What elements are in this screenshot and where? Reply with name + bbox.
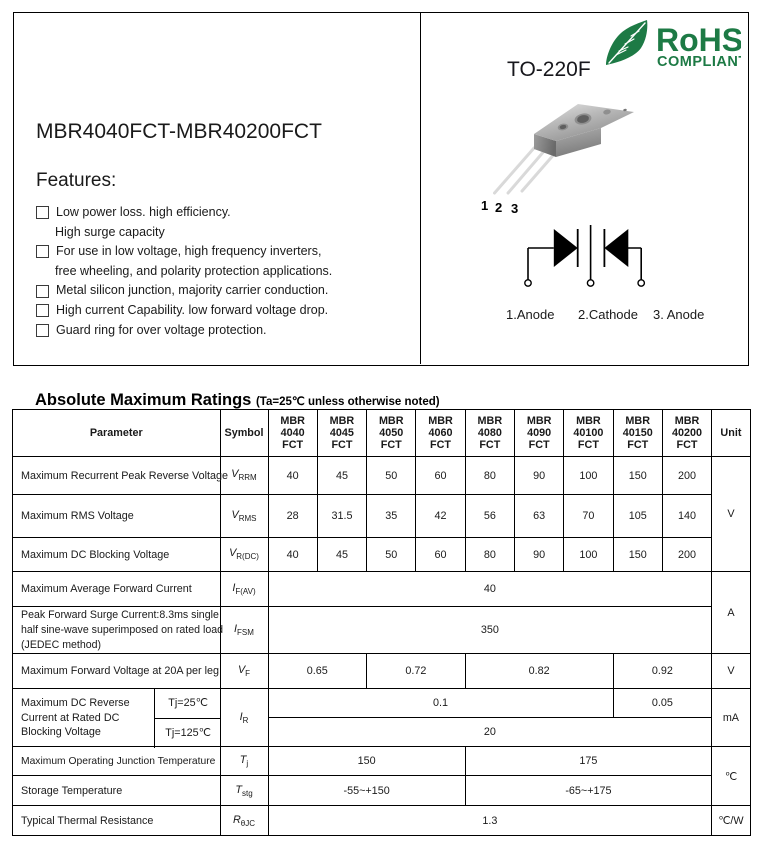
svg-text:COMPLIANT: COMPLIANT [657, 54, 741, 70]
svg-text:RoHS: RoHS [656, 22, 741, 58]
